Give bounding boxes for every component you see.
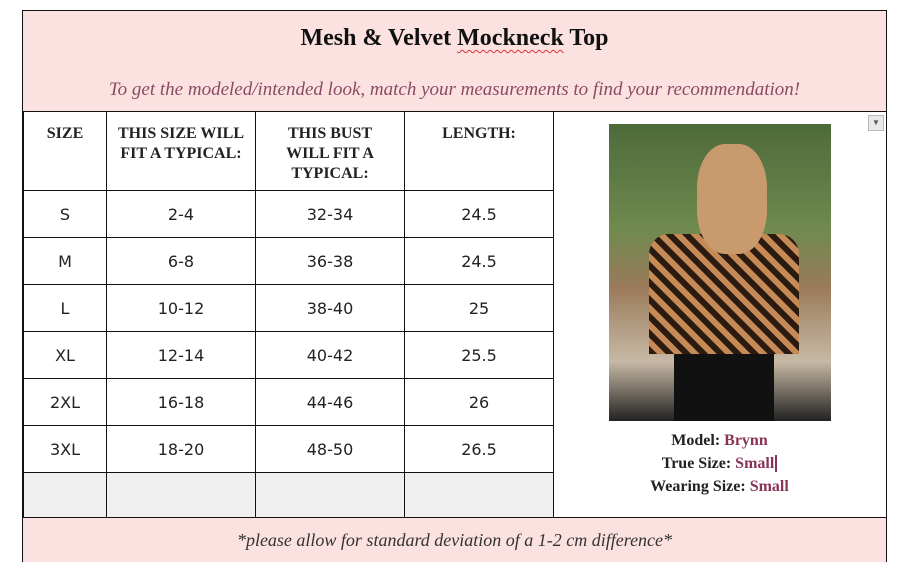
table-header-row: SIZE THIS SIZE WILL FIT A TYPICAL: THIS … [23, 111, 554, 191]
chart-title: Mesh & Velvet Mockneck Top [23, 25, 886, 52]
header-cell: THIS BUST WILL FIT A TYPICAL: [255, 111, 405, 191]
title-text: Mesh & Velvet [300, 25, 458, 51]
table-cell: 6-8 [106, 237, 256, 285]
title-text-end: Top [563, 25, 609, 51]
table-row: S 2-4 32-34 24.5 [23, 190, 554, 238]
table-cell: S [23, 190, 107, 238]
table-cell: 40-42 [255, 331, 405, 379]
table-cell: 2-4 [106, 190, 256, 238]
table-cell: 24.5 [404, 190, 554, 238]
pants-shape [674, 354, 774, 421]
table-cell: 32-34 [255, 190, 405, 238]
table-cell: 44-46 [255, 378, 405, 426]
table-cell: M [23, 237, 107, 285]
table-cell: 38-40 [255, 284, 405, 332]
table-cell: 3XL [23, 425, 107, 473]
header-cell: LENGTH: [404, 111, 554, 191]
table-cell: 36-38 [255, 237, 405, 285]
true-size-value: Small [735, 455, 775, 472]
header-cell: SIZE [23, 111, 107, 191]
table-cell: XL [23, 331, 107, 379]
empty-cell [255, 472, 405, 520]
model-label: Model: [671, 432, 725, 449]
table-cell: 25 [404, 284, 554, 332]
table-cell: 48-50 [255, 425, 405, 473]
table-cell: 10-12 [106, 284, 256, 332]
table-cell: 16-18 [106, 378, 256, 426]
chart-header: Mesh & Velvet Mockneck Top To get the mo… [23, 11, 886, 112]
empty-row [23, 472, 554, 520]
table-row: M 6-8 36-38 24.5 [23, 237, 554, 285]
model-photo [609, 124, 831, 421]
table-cell: 26.5 [404, 425, 554, 473]
table-cell: 12-14 [106, 331, 256, 379]
wearing-size-value: Small [749, 478, 789, 495]
table-cell: 24.5 [404, 237, 554, 285]
true-size-label: True Size: [661, 455, 736, 472]
table-row: L 10-12 38-40 25 [23, 284, 554, 332]
wearing-size-label: Wearing Size: [650, 478, 750, 495]
model-panel: ▼ Model: Brynn True Size: Small Wearing … [553, 111, 886, 517]
table-row: 3XL 18-20 48-50 26.5 [23, 425, 554, 473]
empty-cell [404, 472, 554, 520]
table-cell: 26 [404, 378, 554, 426]
model-face-shape [697, 144, 767, 254]
model-name: Brynn [724, 432, 768, 449]
header-cell: THIS SIZE WILL FIT A TYPICAL: [106, 111, 256, 191]
table-cell: 25.5 [404, 331, 554, 379]
title-misspelled-word: Mockneck [457, 25, 564, 51]
size-table: SIZE THIS SIZE WILL FIT A TYPICAL: THIS … [23, 111, 554, 520]
text-cursor [775, 455, 778, 472]
table-row: 2XL 16-18 44-46 26 [23, 378, 554, 426]
model-info: Model: Brynn True Size: Small Wearing Si… [553, 429, 886, 498]
chart-footer: *please allow for standard deviation of … [23, 517, 886, 562]
table-cell: L [23, 284, 107, 332]
table-cell: 2XL [23, 378, 107, 426]
mesh-top-shape [649, 234, 799, 354]
empty-cell [106, 472, 256, 520]
empty-cell [23, 472, 107, 520]
dropdown-arrow-icon[interactable]: ▼ [868, 115, 884, 131]
chart-subtitle: To get the modeled/intended look, match … [108, 79, 801, 100]
size-chart: Mesh & Velvet Mockneck Top To get the mo… [22, 10, 887, 562]
table-row: XL 12-14 40-42 25.5 [23, 331, 554, 379]
table-cell: 18-20 [106, 425, 256, 473]
